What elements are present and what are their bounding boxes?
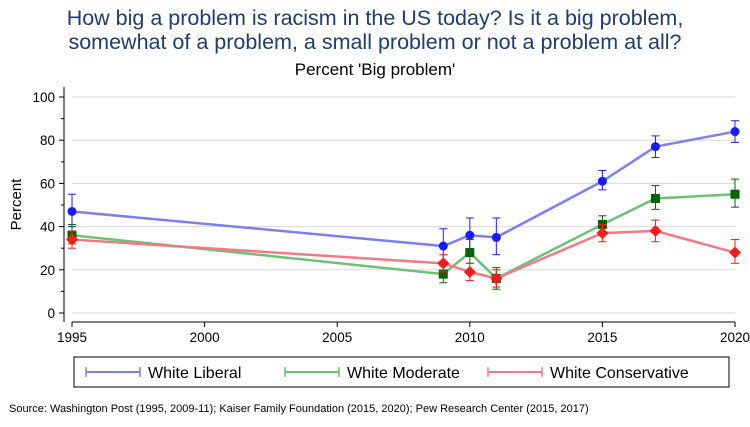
data-point-white-conservative bbox=[490, 272, 503, 285]
source-note: Source: Washington Post (1995, 2009-11);… bbox=[9, 403, 589, 415]
series-line-white-conservative bbox=[71, 229, 736, 280]
legend-box bbox=[73, 356, 730, 388]
data-point-white-conservative bbox=[596, 227, 609, 240]
data-point-white-conservative bbox=[649, 224, 662, 237]
x-tick-label-1995: 1995 bbox=[57, 330, 87, 345]
y-axis-label: Percent bbox=[8, 178, 25, 231]
y-tick-label-40: 40 bbox=[40, 220, 55, 235]
y-tick-label-100: 100 bbox=[32, 90, 55, 105]
legend-label-white-moderate: White Moderate bbox=[347, 365, 460, 382]
data-point-white-moderate bbox=[730, 189, 740, 199]
series-line-white-liberal bbox=[71, 130, 736, 248]
chart-title: How big a problem is racism in the US to… bbox=[0, 6, 750, 54]
y-tick-label-0: 0 bbox=[47, 306, 55, 321]
data-point-white-conservative bbox=[437, 257, 450, 270]
data-point-white-conservative bbox=[463, 265, 476, 278]
data-point-white-moderate bbox=[650, 194, 660, 204]
data-point-white-liberal bbox=[597, 176, 607, 186]
x-tick-label-2010: 2010 bbox=[455, 330, 485, 345]
x-tick-label-2015: 2015 bbox=[587, 330, 617, 345]
y-tick-label-60: 60 bbox=[40, 176, 55, 191]
data-point-white-liberal bbox=[67, 206, 77, 216]
chart-title-line1: How big a problem is racism in the US to… bbox=[66, 6, 684, 30]
chart-title-line2: somewhat of a problem, a small problem o… bbox=[68, 30, 682, 54]
data-point-white-moderate bbox=[465, 248, 475, 258]
data-point-white-liberal bbox=[438, 241, 448, 251]
data-point-white-conservative bbox=[66, 233, 78, 246]
data-point-white-liberal bbox=[465, 230, 475, 240]
data-point-white-moderate bbox=[438, 269, 448, 279]
series-line-white-moderate bbox=[71, 192, 736, 280]
y-tick-label-20: 20 bbox=[40, 263, 55, 278]
x-tick-label-2020: 2020 bbox=[720, 330, 750, 345]
legend-label-white-conservative: White Conservative bbox=[550, 365, 689, 382]
data-point-white-liberal bbox=[650, 142, 660, 152]
data-point-white-liberal bbox=[730, 127, 740, 137]
y-tick-label-80: 80 bbox=[40, 133, 55, 148]
x-tick-label-2000: 2000 bbox=[190, 330, 220, 345]
legend-label-white-liberal: White Liberal bbox=[148, 365, 241, 382]
data-point-white-conservative bbox=[729, 246, 741, 259]
chart-subtitle: Percent 'Big problem' bbox=[294, 60, 456, 79]
x-tick-label-2005: 2005 bbox=[322, 330, 352, 345]
data-point-white-liberal bbox=[491, 232, 501, 242]
